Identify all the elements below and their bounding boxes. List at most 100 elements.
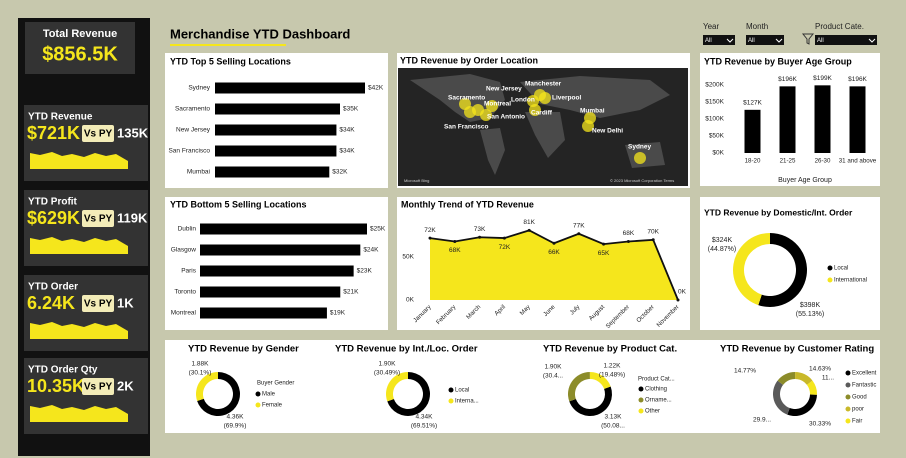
total-card: [25, 22, 135, 74]
dropdown-chevron: [868, 38, 876, 43]
map-label: Sydney: [628, 144, 652, 151]
map-label: San Francisco: [444, 124, 488, 131]
legend-marker: [638, 386, 644, 392]
chart-title: YTD Revenue by Customer Rating: [720, 344, 874, 355]
value-label: $398K: [800, 302, 821, 309]
value-label: 30.33%: [809, 421, 831, 428]
map-bubble: [486, 100, 498, 112]
area: [430, 230, 678, 300]
category-label: Toronto: [174, 289, 196, 296]
map-label: Manchester: [525, 81, 562, 88]
y-tick-label: $200K: [705, 82, 724, 89]
legend-label: Fair: [852, 419, 862, 425]
value-label: $199K: [813, 75, 832, 82]
chart-title: YTD Revenue by Domestic/Int. Order: [704, 207, 853, 217]
donut-slice: [568, 372, 590, 402]
chart-title: YTD Top 5 Selling Locations: [170, 56, 291, 66]
kpi-delta: 2K: [117, 378, 134, 393]
value-label: 4.36K: [227, 414, 245, 421]
percent-label: (50.08...: [601, 423, 625, 430]
map-bubble: [480, 109, 492, 121]
bar: [200, 244, 361, 256]
filter-dropdown[interactable]: [815, 35, 877, 45]
point: [651, 238, 655, 242]
point: [502, 236, 506, 240]
map-credit: Microsoft Bing: [404, 178, 429, 183]
point: [527, 228, 531, 232]
legend-label: Good: [852, 395, 867, 401]
filter-icon[interactable]: [801, 33, 815, 45]
value-label: 70K: [647, 229, 659, 236]
x-tick-label: 21-25: [780, 158, 796, 165]
legend-marker: [845, 370, 851, 376]
kpi-label: YTD Profit: [28, 197, 78, 208]
map-bubble: [634, 152, 646, 164]
kpi-value: 6.24K: [27, 293, 75, 313]
map-label: San Antonio: [487, 114, 525, 121]
point: [453, 240, 457, 244]
point: [478, 235, 482, 239]
y-tick-label: $150K: [705, 99, 724, 106]
kpi-label: YTD Revenue: [28, 112, 93, 123]
chart-title: YTD Revenue by Gender: [188, 344, 299, 355]
percent-label: (69.51%): [411, 423, 437, 430]
filter-value: All: [705, 38, 712, 44]
dashboard-title: Merchandise YTD Dashboard: [170, 26, 350, 41]
point: [626, 240, 630, 244]
filter-dropdown[interactable]: [746, 35, 784, 45]
map-bubble: [527, 95, 539, 107]
bar: [215, 145, 337, 157]
filter-label: Month: [746, 22, 768, 31]
legend-marker: [845, 394, 851, 400]
map-label: New Delhi: [592, 128, 623, 135]
bar: [814, 85, 831, 153]
donut-slice: [569, 386, 613, 417]
sparkline: [30, 237, 128, 254]
card: [700, 197, 880, 330]
donut-slice: [387, 372, 431, 417]
map-landmass: [520, 76, 670, 118]
value-label: 14.77%: [734, 368, 756, 375]
value-label: $324K: [712, 237, 733, 244]
value-label: 77K: [573, 222, 585, 229]
filter-dropdown[interactable]: [703, 35, 735, 45]
y-tick-label: $100K: [705, 116, 724, 123]
value-label: $23K: [357, 268, 373, 275]
value-label: 3.13K: [605, 414, 623, 421]
percent-label: (30.1%): [189, 370, 212, 377]
y-tick-label: 50K: [402, 254, 414, 261]
legend-label: poor: [852, 407, 864, 413]
category-label: Dublin: [178, 226, 197, 233]
value-label: 68K: [449, 247, 461, 254]
compare-badge: [82, 295, 114, 312]
value-label: 73K: [474, 226, 486, 233]
percent-label: (30.4...: [543, 373, 563, 380]
value-label: $34K: [339, 148, 355, 155]
filter-label: Year: [703, 22, 720, 31]
y-tick-label: $50K: [709, 133, 725, 140]
map-label: Sacramento: [448, 95, 485, 102]
value-label: $19K: [330, 310, 346, 317]
map-bubble: [582, 120, 594, 132]
x-axis-label: Buyer Age Group: [778, 177, 832, 184]
dropdown-chevron: [726, 38, 734, 43]
value-label: 1.90K: [545, 364, 563, 371]
value-label: 81K: [523, 219, 535, 226]
kpi-value: $629K: [27, 208, 80, 228]
compare-badge: [82, 210, 114, 227]
value-label: 68K: [623, 230, 635, 237]
legend-marker: [845, 382, 851, 388]
percent-label: (30.49%): [374, 370, 400, 377]
legend-label: Orname...: [645, 398, 672, 404]
donut-slice: [773, 380, 790, 415]
legend-marker: [255, 391, 261, 397]
card: [165, 340, 880, 433]
donut-slice: [787, 394, 817, 417]
value-label: 72K: [424, 227, 436, 234]
x-tick-label: 18-20: [745, 158, 761, 165]
legend-title: Buyer Gender: [257, 381, 294, 387]
chart-title: Monthly Trend of YTD Revenue: [401, 199, 534, 209]
dropdown-chevron: [775, 38, 783, 43]
legend-label: International: [834, 278, 867, 284]
